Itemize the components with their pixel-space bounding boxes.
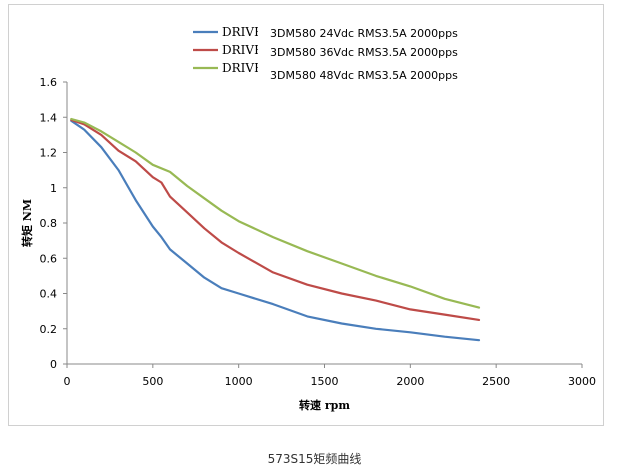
series-line-3	[70, 117, 481, 309]
legend-label-3: DRIVE:	[222, 61, 267, 75]
x-tick-label: 1500	[311, 375, 339, 388]
y-tick-label: 0.8	[40, 217, 58, 230]
x-tick-label: 2000	[396, 375, 424, 388]
legend-overlay-text-1: 3DM580 24Vdc RMS3.5A 2000pps	[270, 27, 458, 40]
y-tick-label: 1.2	[40, 147, 58, 160]
y-tick-label: 1.4	[40, 111, 58, 124]
x-tick-label: 2500	[482, 375, 510, 388]
x-tick-label: 3000	[568, 375, 596, 388]
series-line-1	[70, 119, 481, 342]
y-tick-label: 0.2	[40, 323, 58, 336]
legend-overlay-text-3: 3DM580 48Vdc RMS3.5A 2000pps	[270, 69, 458, 82]
legend-label-1: DRIVE:	[222, 25, 267, 39]
series-line-2	[70, 118, 481, 321]
legend-overlay-text-2: 3DM580 36Vdc RMS3.5A 2000pps	[270, 46, 458, 59]
x-tick-label: 500	[142, 375, 163, 388]
y-axis-title: 转矩 NM	[20, 199, 34, 247]
y-tick-label: 0.6	[40, 252, 58, 265]
y-tick-label: 0	[50, 358, 57, 371]
legend-overlay-box	[258, 18, 502, 88]
y-tick-label: 1	[50, 182, 57, 195]
legend-label-2: DRIVE:	[222, 43, 267, 57]
figure-caption: 573S15矩频曲线	[267, 452, 362, 466]
x-axis-title: 转速 rpm	[299, 398, 350, 412]
x-tick-label: 1000	[225, 375, 253, 388]
x-tick-label: 0	[64, 375, 71, 388]
y-tick-label: 0.4	[40, 288, 58, 301]
y-tick-label: 1.6	[40, 76, 58, 89]
